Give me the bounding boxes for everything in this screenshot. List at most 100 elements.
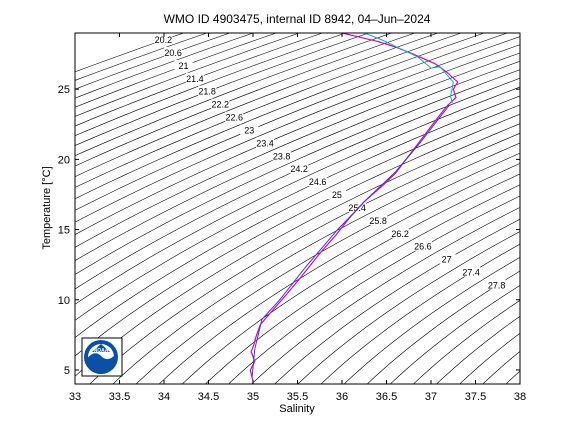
isopycnal-label-bg: [164, 46, 183, 57]
isopycnal-label-bg: [437, 253, 456, 264]
isopycnal-label: 24.2: [290, 164, 308, 174]
profile-line-1: [364, 33, 454, 104]
x-tick-label: 35.5: [287, 391, 308, 403]
isopycnal-label-bg: [391, 227, 410, 238]
noaa-logo-text: NOAA: [94, 348, 109, 354]
isopycnal-label-bg: [174, 59, 193, 70]
isopycnal-line: [75, 33, 370, 146]
isopycnal-line: [75, 60, 520, 261]
x-axis-ticks: 33 33.5 34 34.5 35 35.5 36 36.5 37 37.5 38: [69, 33, 526, 403]
isopycnal-label: 25.8: [369, 216, 387, 226]
isopycnal-line: [75, 113, 520, 357]
isopycnal-label: 21.8: [198, 87, 216, 97]
isopycnal-line: [75, 33, 439, 177]
isopycnal-label: 27.8: [488, 280, 506, 290]
isopycnal-label: 23: [244, 125, 254, 135]
isopycnal-label: 25.4: [348, 203, 366, 213]
isopycnal-label: 26.2: [391, 229, 409, 239]
isopycnal-line: [228, 195, 520, 384]
x-tick-label: 38: [514, 391, 526, 403]
profile-line-2: [251, 105, 450, 378]
isopycnal-line: [75, 104, 520, 339]
isopycnal-label-bg: [327, 189, 346, 199]
isopycnal-label-bg: [185, 72, 204, 83]
isopycnal-label-bg: [348, 201, 367, 212]
isopycnal-label: 21: [178, 61, 188, 71]
isopycnal-line: [75, 86, 520, 305]
isopycnal-line: [75, 33, 231, 90]
isopycnal-label: 27: [442, 255, 452, 265]
x-axis-label: Salinity: [279, 403, 315, 415]
isopycnal-line: [343, 256, 520, 384]
y-axis-label: Temperature [°C]: [41, 166, 53, 249]
x-tick-label: 37.5: [465, 391, 486, 403]
isopycnal-line: [459, 332, 520, 384]
isopycnal-label-bg: [211, 98, 230, 109]
y-tick-label: 20: [58, 154, 70, 166]
isopycnal-label: 23.8: [273, 151, 291, 161]
isopycnal-label: 22.6: [226, 113, 244, 123]
isopycnal-label: 20.2: [155, 35, 173, 45]
isopycnal-line: [181, 173, 520, 384]
isopycnal-label: 21.4: [186, 74, 204, 84]
x-tick-label: 33: [69, 391, 81, 403]
x-tick-label: 36.5: [376, 391, 397, 403]
isopycnal-line: [75, 44, 520, 235]
isopycnal-line: [75, 52, 520, 248]
isopycnal-lines: [75, 33, 520, 384]
y-tick-label: 5: [64, 365, 70, 377]
profile-lines: [249, 33, 459, 382]
isopycnal-line: [204, 184, 520, 384]
x-tick-label: 34: [158, 391, 170, 403]
y-axis-ticks: 5 10 15 20 25: [58, 84, 520, 377]
y-tick-label: 15: [58, 225, 70, 237]
isopycnal-line: [75, 77, 520, 290]
isopycnal-label-bg: [256, 137, 274, 148]
isopycnal-line: [75, 69, 520, 275]
isopycnal-line: [297, 231, 520, 384]
isopycnal-label-bg: [198, 85, 217, 96]
isopycnal-line: [75, 33, 301, 117]
isopycnal-label: 25: [332, 190, 342, 200]
isopycnal-label-bg: [308, 176, 327, 187]
isopycnal-line: [75, 33, 509, 211]
isopycnal-line: [75, 123, 520, 377]
x-tick-label: 37: [425, 391, 437, 403]
isopycnal-label: 20.6: [164, 48, 182, 58]
isopycnal-line: [75, 33, 393, 156]
isopycnal-line: [75, 33, 416, 167]
isopycnal-line: [75, 33, 278, 108]
isopycnal-label: 26.6: [414, 242, 432, 252]
isopycnal-label-bg: [225, 111, 244, 122]
isopycnal-line: [75, 33, 463, 188]
isopycnal-label: 23.4: [256, 138, 274, 148]
isopycnal-label: 27.4: [462, 268, 480, 278]
isopycnal-label-bg: [290, 163, 309, 174]
isopycnal-label-bg: [487, 279, 506, 290]
isopycnal-label-bg: [154, 34, 173, 44]
isopycnal-label-bg: [369, 214, 388, 225]
isopycnal-line: [135, 152, 520, 384]
isopycnal-line: [320, 243, 520, 384]
isopycnal-label-bg: [272, 150, 291, 161]
isopycnal-label-bg: [240, 124, 259, 135]
isopycnal-label: 24.6: [309, 177, 327, 187]
y-tick-label: 10: [58, 295, 70, 307]
isopycnal-line: [158, 163, 520, 384]
profile-line-0: [249, 33, 459, 382]
isopycnal-line: [75, 33, 486, 200]
x-tick-label: 36: [336, 391, 348, 403]
isopycnal-line: [436, 315, 520, 384]
isopycnal-line: [75, 95, 520, 321]
isopycnal-line: [75, 33, 255, 99]
isopycnal-label-bg: [413, 240, 432, 251]
isopycnal-line: [412, 300, 520, 384]
y-tick-label: 25: [58, 84, 70, 96]
isopycnal-label: 22.2: [212, 100, 230, 110]
isopycnal-line: [75, 33, 347, 137]
isopycnal-line: [274, 218, 520, 384]
x-tick-label: 34.5: [198, 391, 219, 403]
